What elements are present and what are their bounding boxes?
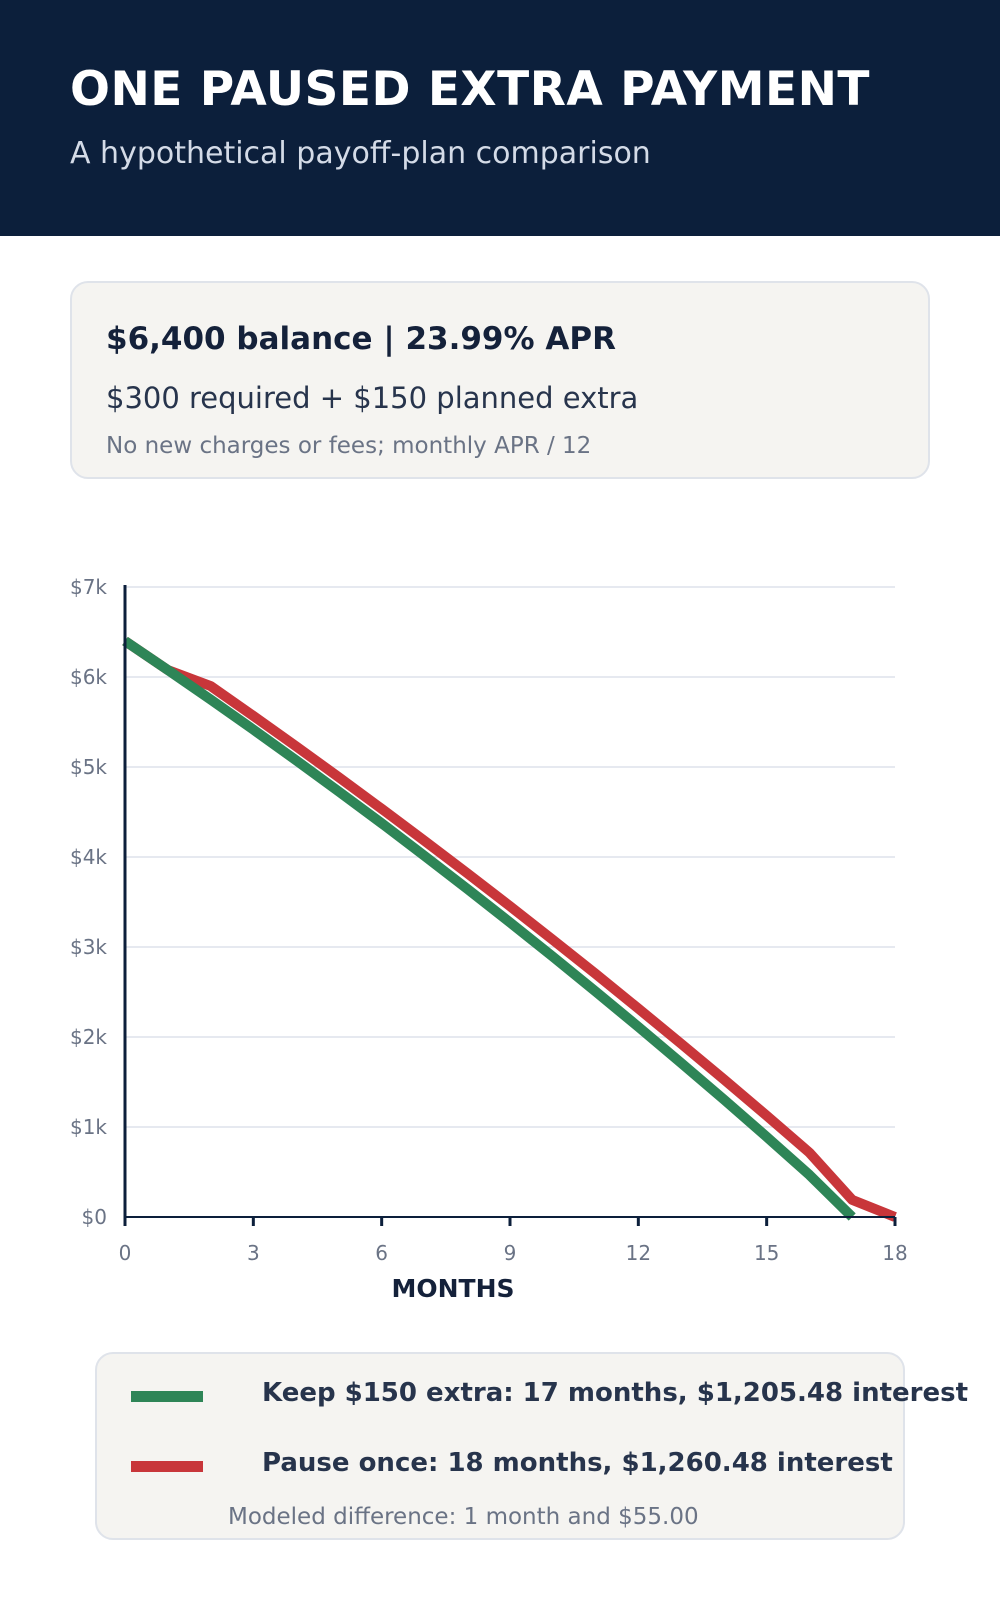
series-line [122,636,897,1222]
tick-labels: $0 $1k $2k $3k $4k $5k $6k $7k 0 3 6 9 12 15 18 [70,575,908,1265]
x-tick-label: 0 [119,1241,132,1265]
x-tick-label: 18 [882,1241,907,1265]
page-subtitle: A hypothetical payoff-plan comparison [70,136,651,171]
x-tick-label: 12 [626,1241,651,1265]
axes [123,585,897,1226]
difference-note: Modeled difference: 1 month and $55.00 [228,1504,699,1530]
y-tick-label: $4k [70,845,107,869]
loan-summary-card: $6,400 balance | 23.99% APR $300 require… [70,281,930,479]
y-tick-label: $2k [70,1025,107,1049]
x-tick-label: 6 [375,1241,388,1265]
assumptions-text: No new charges or fees; monthly APR / 12 [106,433,592,459]
page-title: ONE PAUSED EXTRA PAYMENT [70,62,870,117]
header-banner: ONE PAUSED EXTRA PAYMENT A hypothetical … [0,0,1000,236]
legend-swatch-keep [131,1391,203,1402]
legend-swatch-pause [131,1461,203,1472]
legend-item-pause: Pause once: 18 months, $1,260.48 interes… [131,1446,893,1486]
legend-item-keep: Keep $150 extra: 17 months, $1,205.48 in… [131,1376,968,1416]
y-tick-label: $1k [70,1115,107,1139]
x-tick-label: 15 [754,1241,779,1265]
chart-canvas: $0 $1k $2k $3k $4k $5k $6k $7k 0 3 6 9 12 15 18 MONTHS [70,575,908,1303]
legend-card: Keep $150 extra: 17 months, $1,205.48 in… [95,1352,968,1540]
balance-apr-text: $6,400 balance | 23.99% APR [106,321,616,357]
x-tick-label: 3 [247,1241,260,1265]
y-tick-label: $3k [70,935,107,959]
series-line [122,636,856,1221]
x-axis-title: MONTHS [391,1274,514,1303]
series-lines [122,636,897,1222]
y-tick-label: $5k [70,755,107,779]
legend-label-keep: Keep $150 extra: 17 months, $1,205.48 in… [262,1378,969,1408]
grid-lines [125,586,895,1128]
legend-label-pause: Pause once: 18 months, $1,260.48 interes… [262,1448,893,1478]
x-tick-label: 9 [504,1241,517,1265]
balance-line-chart: $0 $1k $2k $3k $4k $5k $6k $7k 0 3 6 9 12 15 18 MONTHS [0,560,1000,1330]
payment-text: $300 required + $150 planned extra [106,381,639,415]
y-tick-label: $7k [70,575,107,599]
y-tick-label: $0 [82,1205,107,1229]
y-tick-label: $6k [70,665,107,689]
